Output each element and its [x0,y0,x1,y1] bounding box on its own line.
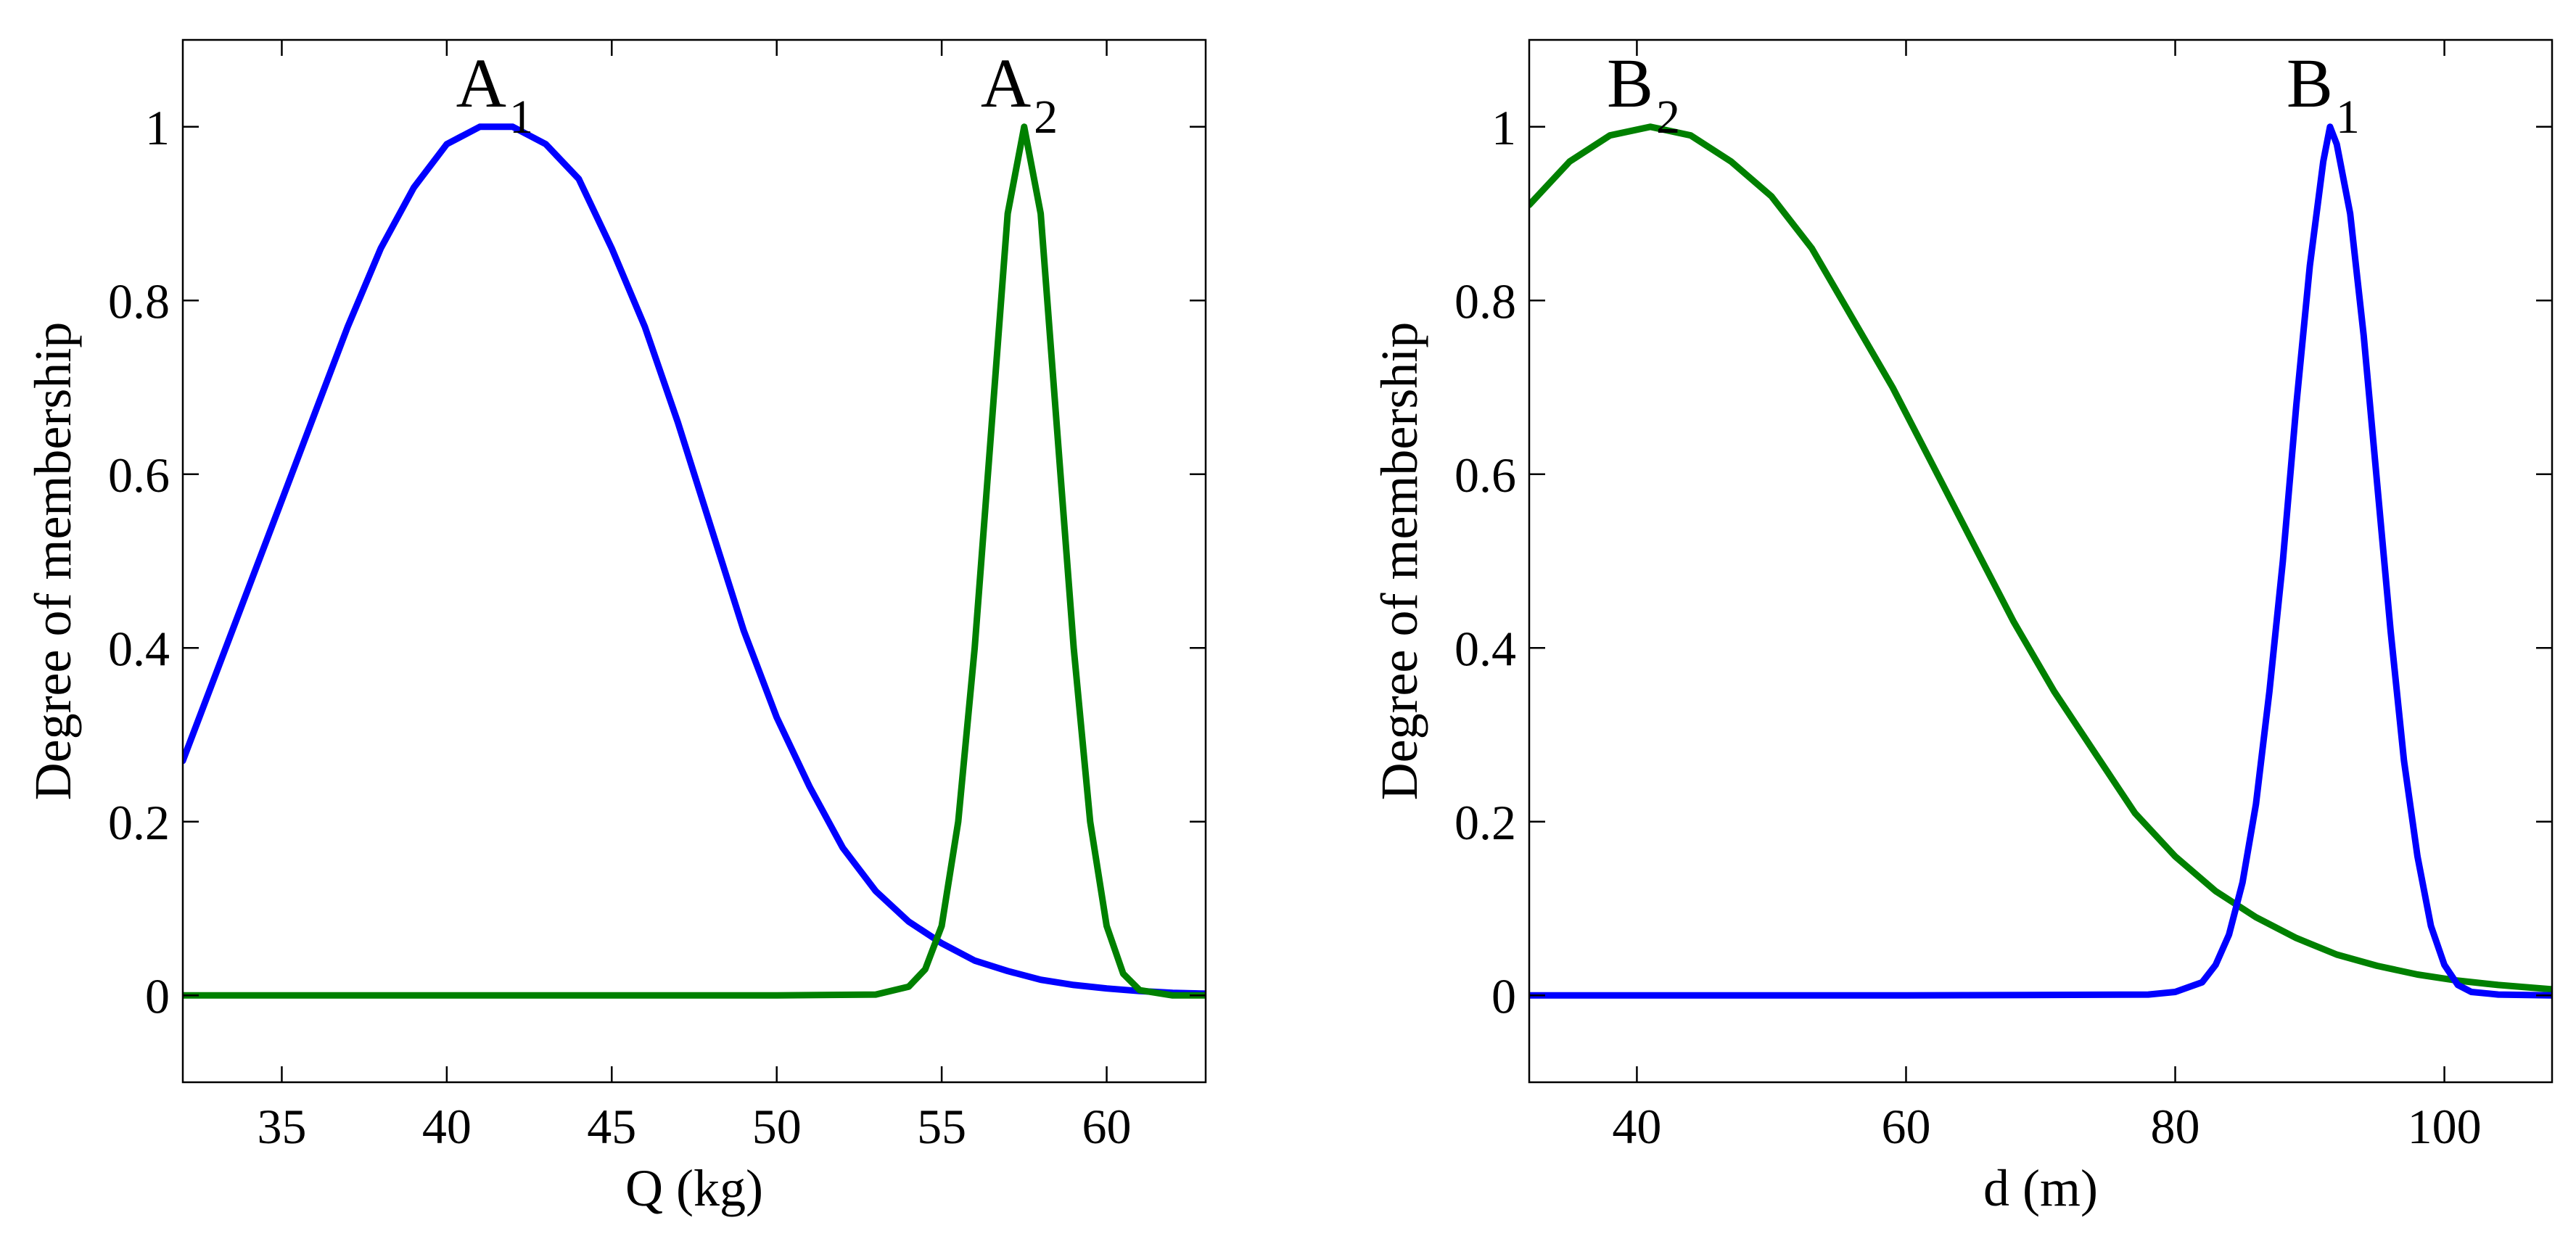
left-series-a2-line [183,123,1206,999]
left-curve-label-a1: A1 [456,44,533,144]
left-x-tick-label: 50 [752,1099,802,1154]
right-curve-label-b2: B2 [1607,44,1680,144]
left-x-tick-label: 55 [917,1099,966,1154]
left-x-tick-label: 35 [257,1099,306,1154]
left-y-tick-label: 0 [145,968,170,1023]
left-curve-label-a2: A2 [981,44,1058,144]
left-x-tick-label: 45 [587,1099,636,1154]
right-x-axis-title: d (m) [1983,1159,2098,1217]
right-series-b2-line [1529,123,2552,993]
right-y-tick-label: 0 [1491,968,1516,1023]
right-series-b1-line [1529,123,2552,999]
right-axes-frame [1528,38,2554,1084]
right-y-axis-title: Degree of membership [1370,322,1428,801]
right-y-tick-label: 1 [1491,100,1516,155]
left-series-a1-line [183,123,1206,997]
right-x-tick-label: 60 [1881,1099,1930,1154]
left-chart-panel: 35 40 45 50 55 60 0 0.2 0.4 0.6 0.8 1 Q (kg) Degree o… [24,38,1207,1217]
right-x-tick-label: 80 [2151,1099,2200,1154]
left-x-tick-label: 40 [422,1099,472,1154]
left-y-tick-label: 0.8 [108,273,170,329]
right-curve-label-b1: B1 [2287,44,2360,144]
left-y-tick-label: 0.4 [108,621,170,676]
right-x-tick-label: 40 [1612,1099,1661,1154]
right-y-tick-label: 0.8 [1454,273,1516,329]
right-y-tick-label: 0.6 [1454,448,1516,503]
left-y-tick-label: 0.2 [108,795,170,850]
right-chart-panel: 40 60 80 100 0 0.2 0.4 0.6 0.8 1 d (m) Degree of me… [1370,38,2554,1217]
left-x-axis-title: Q (kg) [625,1159,763,1217]
left-axes-frame [181,38,1207,1084]
right-x-tick-label: 100 [2408,1099,2482,1154]
left-x-tick-label: 60 [1082,1099,1132,1154]
left-y-axis-title: Degree of membership [24,322,82,801]
right-y-tick-label: 0.4 [1454,621,1516,676]
right-y-tick-label: 0.2 [1454,795,1516,850]
left-y-tick-label: 1 [145,100,170,155]
left-y-tick-label: 0.6 [108,448,170,503]
